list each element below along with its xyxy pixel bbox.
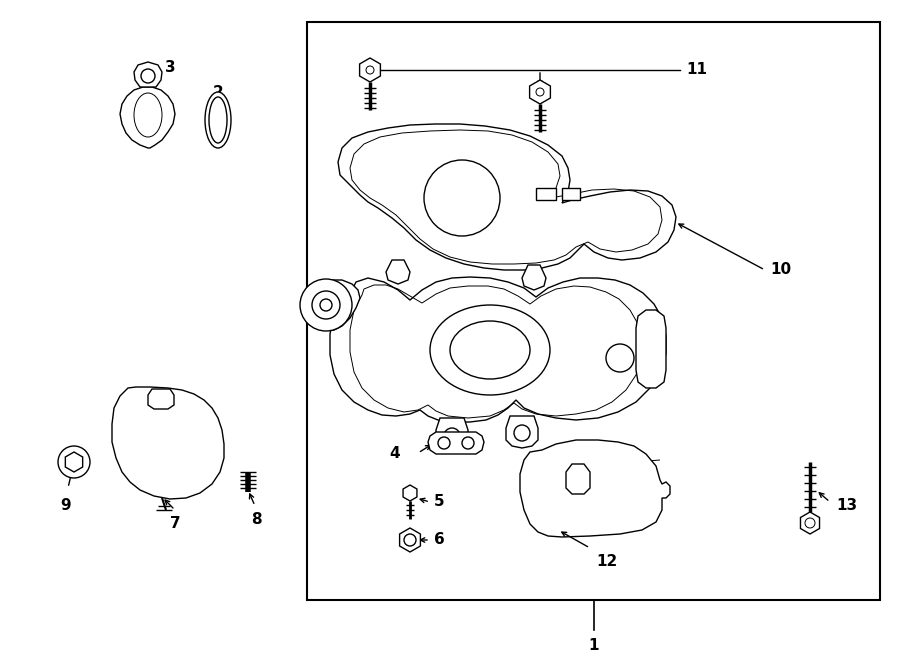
Circle shape bbox=[805, 518, 815, 528]
Circle shape bbox=[66, 454, 82, 470]
Circle shape bbox=[366, 66, 374, 74]
Circle shape bbox=[514, 425, 530, 441]
Polygon shape bbox=[120, 87, 175, 148]
Text: 2: 2 bbox=[212, 85, 223, 100]
Polygon shape bbox=[562, 188, 580, 200]
Circle shape bbox=[320, 299, 332, 311]
Polygon shape bbox=[400, 528, 420, 552]
Polygon shape bbox=[330, 277, 666, 422]
Polygon shape bbox=[520, 440, 670, 537]
Polygon shape bbox=[112, 387, 224, 499]
Polygon shape bbox=[536, 188, 556, 200]
Circle shape bbox=[404, 534, 416, 546]
Polygon shape bbox=[134, 62, 162, 87]
Circle shape bbox=[462, 437, 474, 449]
Text: 1: 1 bbox=[589, 637, 598, 652]
Text: 12: 12 bbox=[596, 554, 617, 569]
Text: 3: 3 bbox=[165, 61, 176, 75]
Circle shape bbox=[444, 428, 460, 444]
Circle shape bbox=[58, 446, 90, 478]
Ellipse shape bbox=[205, 92, 231, 148]
Polygon shape bbox=[506, 416, 538, 448]
Text: 5: 5 bbox=[434, 494, 445, 510]
Polygon shape bbox=[302, 280, 360, 330]
Polygon shape bbox=[386, 260, 410, 284]
Polygon shape bbox=[66, 452, 83, 472]
Polygon shape bbox=[360, 58, 381, 82]
Ellipse shape bbox=[134, 93, 162, 137]
Text: 4: 4 bbox=[390, 446, 400, 461]
Polygon shape bbox=[636, 310, 666, 388]
Text: 6: 6 bbox=[434, 533, 445, 547]
Text: 13: 13 bbox=[836, 498, 857, 512]
Circle shape bbox=[606, 344, 634, 372]
Polygon shape bbox=[522, 265, 546, 290]
Circle shape bbox=[141, 69, 155, 83]
Polygon shape bbox=[428, 432, 484, 454]
Circle shape bbox=[438, 437, 450, 449]
Bar bbox=[307, 22, 880, 600]
Polygon shape bbox=[338, 124, 676, 270]
Polygon shape bbox=[403, 485, 417, 501]
Ellipse shape bbox=[430, 305, 550, 395]
Text: 8: 8 bbox=[251, 512, 261, 527]
Text: 10: 10 bbox=[770, 262, 791, 278]
Text: 7: 7 bbox=[170, 516, 180, 531]
Circle shape bbox=[300, 279, 352, 331]
Text: 9: 9 bbox=[60, 498, 71, 513]
Circle shape bbox=[312, 291, 340, 319]
Polygon shape bbox=[436, 418, 468, 450]
Text: 11: 11 bbox=[686, 63, 707, 77]
Circle shape bbox=[536, 88, 544, 96]
Polygon shape bbox=[800, 512, 820, 534]
Polygon shape bbox=[529, 80, 551, 104]
Polygon shape bbox=[148, 389, 174, 409]
Polygon shape bbox=[566, 464, 590, 494]
Circle shape bbox=[424, 160, 500, 236]
